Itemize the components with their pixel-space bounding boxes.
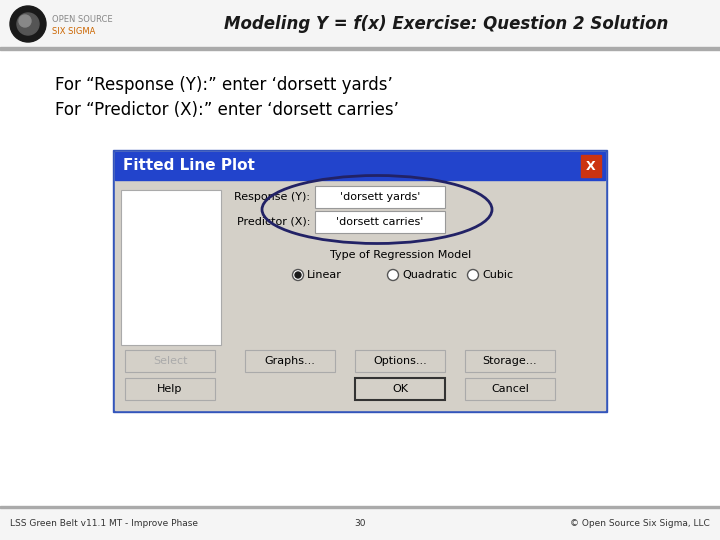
Text: Storage...: Storage... bbox=[482, 356, 537, 366]
Circle shape bbox=[19, 15, 31, 27]
Circle shape bbox=[292, 269, 304, 280]
Text: 30: 30 bbox=[354, 519, 366, 529]
Text: Select: Select bbox=[153, 356, 187, 366]
Bar bbox=[115, 152, 605, 410]
Text: Predictor (X):: Predictor (X): bbox=[237, 217, 310, 227]
Bar bbox=[465, 378, 555, 400]
Text: LSS Green Belt v11.1 MT - Improve Phase: LSS Green Belt v11.1 MT - Improve Phase bbox=[10, 519, 198, 529]
Text: For “Predictor (X):” enter ‘dorsett carries’: For “Predictor (X):” enter ‘dorsett carr… bbox=[55, 101, 399, 119]
Bar bbox=[125, 350, 215, 372]
Bar bbox=[121, 190, 221, 345]
Text: 'dorsett carries': 'dorsett carries' bbox=[336, 217, 423, 227]
Bar bbox=[0, 506, 720, 508]
Text: Linear: Linear bbox=[307, 270, 342, 280]
Text: Fitted Line Plot: Fitted Line Plot bbox=[123, 159, 255, 173]
Text: Help: Help bbox=[157, 384, 183, 394]
Circle shape bbox=[467, 269, 479, 280]
Text: Cubic: Cubic bbox=[482, 270, 513, 280]
Circle shape bbox=[10, 6, 46, 42]
Bar bbox=[0, 47, 720, 50]
Text: SIX SIGMA: SIX SIGMA bbox=[52, 26, 95, 36]
Text: Cancel: Cancel bbox=[491, 384, 529, 394]
Bar bbox=[315, 211, 445, 233]
Bar bbox=[125, 378, 215, 400]
Bar bbox=[465, 350, 555, 372]
Circle shape bbox=[387, 269, 398, 280]
Text: Graphs...: Graphs... bbox=[264, 356, 315, 366]
Bar bbox=[113, 150, 607, 412]
Text: Response (Y):: Response (Y): bbox=[234, 192, 310, 202]
Bar bbox=[245, 350, 335, 372]
Circle shape bbox=[295, 272, 301, 278]
Bar bbox=[0, 508, 720, 540]
Text: Quadratic: Quadratic bbox=[402, 270, 457, 280]
Text: © Open Source Six Sigma, LLC: © Open Source Six Sigma, LLC bbox=[570, 519, 710, 529]
Text: Options...: Options... bbox=[373, 356, 427, 366]
Bar bbox=[355, 350, 445, 372]
Text: Modeling Y = f(x) Exercise: Question 2 Solution: Modeling Y = f(x) Exercise: Question 2 S… bbox=[224, 15, 669, 33]
Text: X: X bbox=[586, 159, 596, 172]
Text: Type of Regression Model: Type of Regression Model bbox=[330, 250, 472, 260]
Text: 'dorsett yards': 'dorsett yards' bbox=[340, 192, 420, 202]
Bar bbox=[581, 155, 601, 177]
Bar bbox=[115, 152, 605, 180]
Bar bbox=[0, 0, 720, 48]
Bar bbox=[355, 378, 445, 400]
Text: For “Response (Y):” enter ‘dorsett yards’: For “Response (Y):” enter ‘dorsett yards… bbox=[55, 76, 393, 94]
Bar bbox=[315, 186, 445, 208]
Circle shape bbox=[17, 13, 39, 35]
Text: OPEN SOURCE: OPEN SOURCE bbox=[52, 16, 115, 24]
Text: OK: OK bbox=[392, 384, 408, 394]
